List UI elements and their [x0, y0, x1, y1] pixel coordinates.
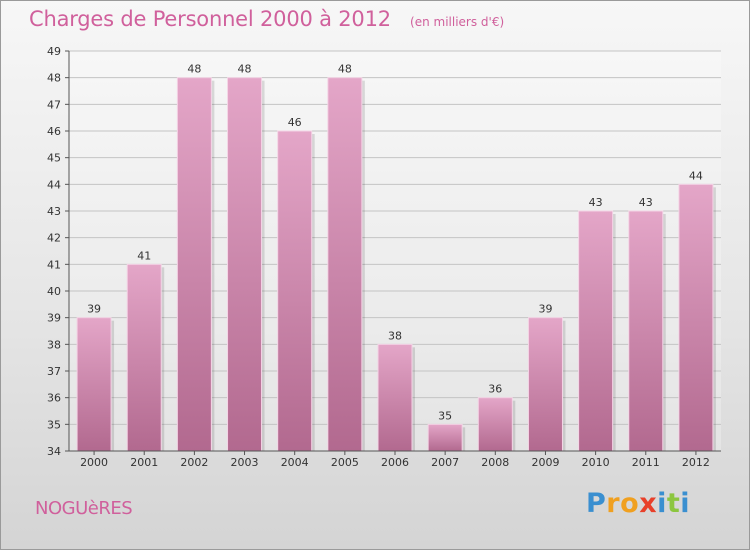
x-tick-label: 2004 — [281, 456, 309, 469]
logo-letter: o — [620, 488, 640, 519]
x-tick-label: 2001 — [130, 456, 158, 469]
data-label: 43 — [589, 196, 603, 209]
y-tick-label: 45 — [47, 152, 61, 165]
y-tick-label: 35 — [47, 418, 61, 431]
bar — [176, 77, 212, 452]
bar — [527, 317, 563, 452]
data-label: 41 — [137, 249, 151, 262]
x-tick-label: 2011 — [632, 456, 660, 469]
y-tick-label: 38 — [47, 338, 61, 351]
data-label: 44 — [689, 169, 703, 182]
logo-letter: i — [657, 488, 667, 519]
bar — [277, 130, 313, 452]
logo-letter: r — [606, 488, 621, 519]
x-tick-label: 2006 — [381, 456, 409, 469]
x-tick-label: 2005 — [331, 456, 359, 469]
bar — [227, 77, 263, 452]
y-tick-label: 43 — [47, 205, 61, 218]
commune-name: NOGUèRES — [35, 498, 133, 519]
data-label: 48 — [187, 63, 201, 76]
y-tick-label: 47 — [47, 98, 61, 111]
x-tick-label: 2000 — [80, 456, 108, 469]
bar — [477, 397, 513, 452]
x-tick-label: 2002 — [180, 456, 208, 469]
data-label: 39 — [538, 303, 552, 316]
data-label: 39 — [87, 303, 101, 316]
logo-letter: i — [680, 488, 691, 519]
y-tick-label: 46 — [47, 125, 61, 138]
bar — [126, 263, 162, 452]
x-tick-label: 2009 — [531, 456, 559, 469]
bar-layer: 39 41 48 48 46 48 38 35 36 39 43 43 44 — [76, 63, 716, 452]
bar — [427, 423, 463, 452]
x-tick-label: 2003 — [231, 456, 259, 469]
data-label: 48 — [338, 63, 352, 76]
y-tick-label: 41 — [47, 258, 61, 271]
y-tick-label: 34 — [47, 445, 61, 458]
y-tick-label: 40 — [47, 285, 61, 298]
data-label: 48 — [238, 63, 252, 76]
proxiti-logo[interactable]: Proxiti — [586, 488, 690, 519]
bar — [578, 210, 614, 452]
data-label: 35 — [438, 409, 452, 422]
y-tick-label: 36 — [47, 392, 61, 405]
logo-letter: P — [586, 488, 607, 519]
chart-subtitle: (en milliers d'€) — [410, 15, 505, 29]
x-tick-label: 2010 — [582, 456, 610, 469]
title-row: Charges de Personnel 2000 à 2012 (en mil… — [29, 7, 504, 31]
data-label: 38 — [388, 329, 402, 342]
data-label: 36 — [488, 383, 502, 396]
bar — [678, 183, 714, 452]
y-tick-label: 49 — [47, 45, 61, 58]
x-tick-label: 2007 — [431, 456, 459, 469]
chart-title: Charges de Personnel 2000 à 2012 — [29, 7, 391, 31]
y-tick-label: 39 — [47, 312, 61, 325]
bar — [628, 210, 664, 452]
y-tick-label: 42 — [47, 232, 61, 245]
data-label: 43 — [639, 196, 653, 209]
y-tick-label: 48 — [47, 72, 61, 85]
y-tick-label: 44 — [47, 178, 61, 191]
axis-layer: 34 35 36 37 38 39 40 41 42 43 44 45 46 47 48 49 2000 2001… — [47, 45, 721, 469]
bar — [76, 317, 112, 452]
bar — [327, 77, 363, 452]
data-label: 46 — [288, 116, 302, 129]
logo-letter: t — [666, 488, 681, 519]
logo-letter: x — [639, 488, 658, 519]
y-tick-label: 37 — [47, 365, 61, 378]
x-tick-label: 2012 — [682, 456, 710, 469]
x-tick-label: 2008 — [481, 456, 509, 469]
bar — [377, 343, 413, 452]
